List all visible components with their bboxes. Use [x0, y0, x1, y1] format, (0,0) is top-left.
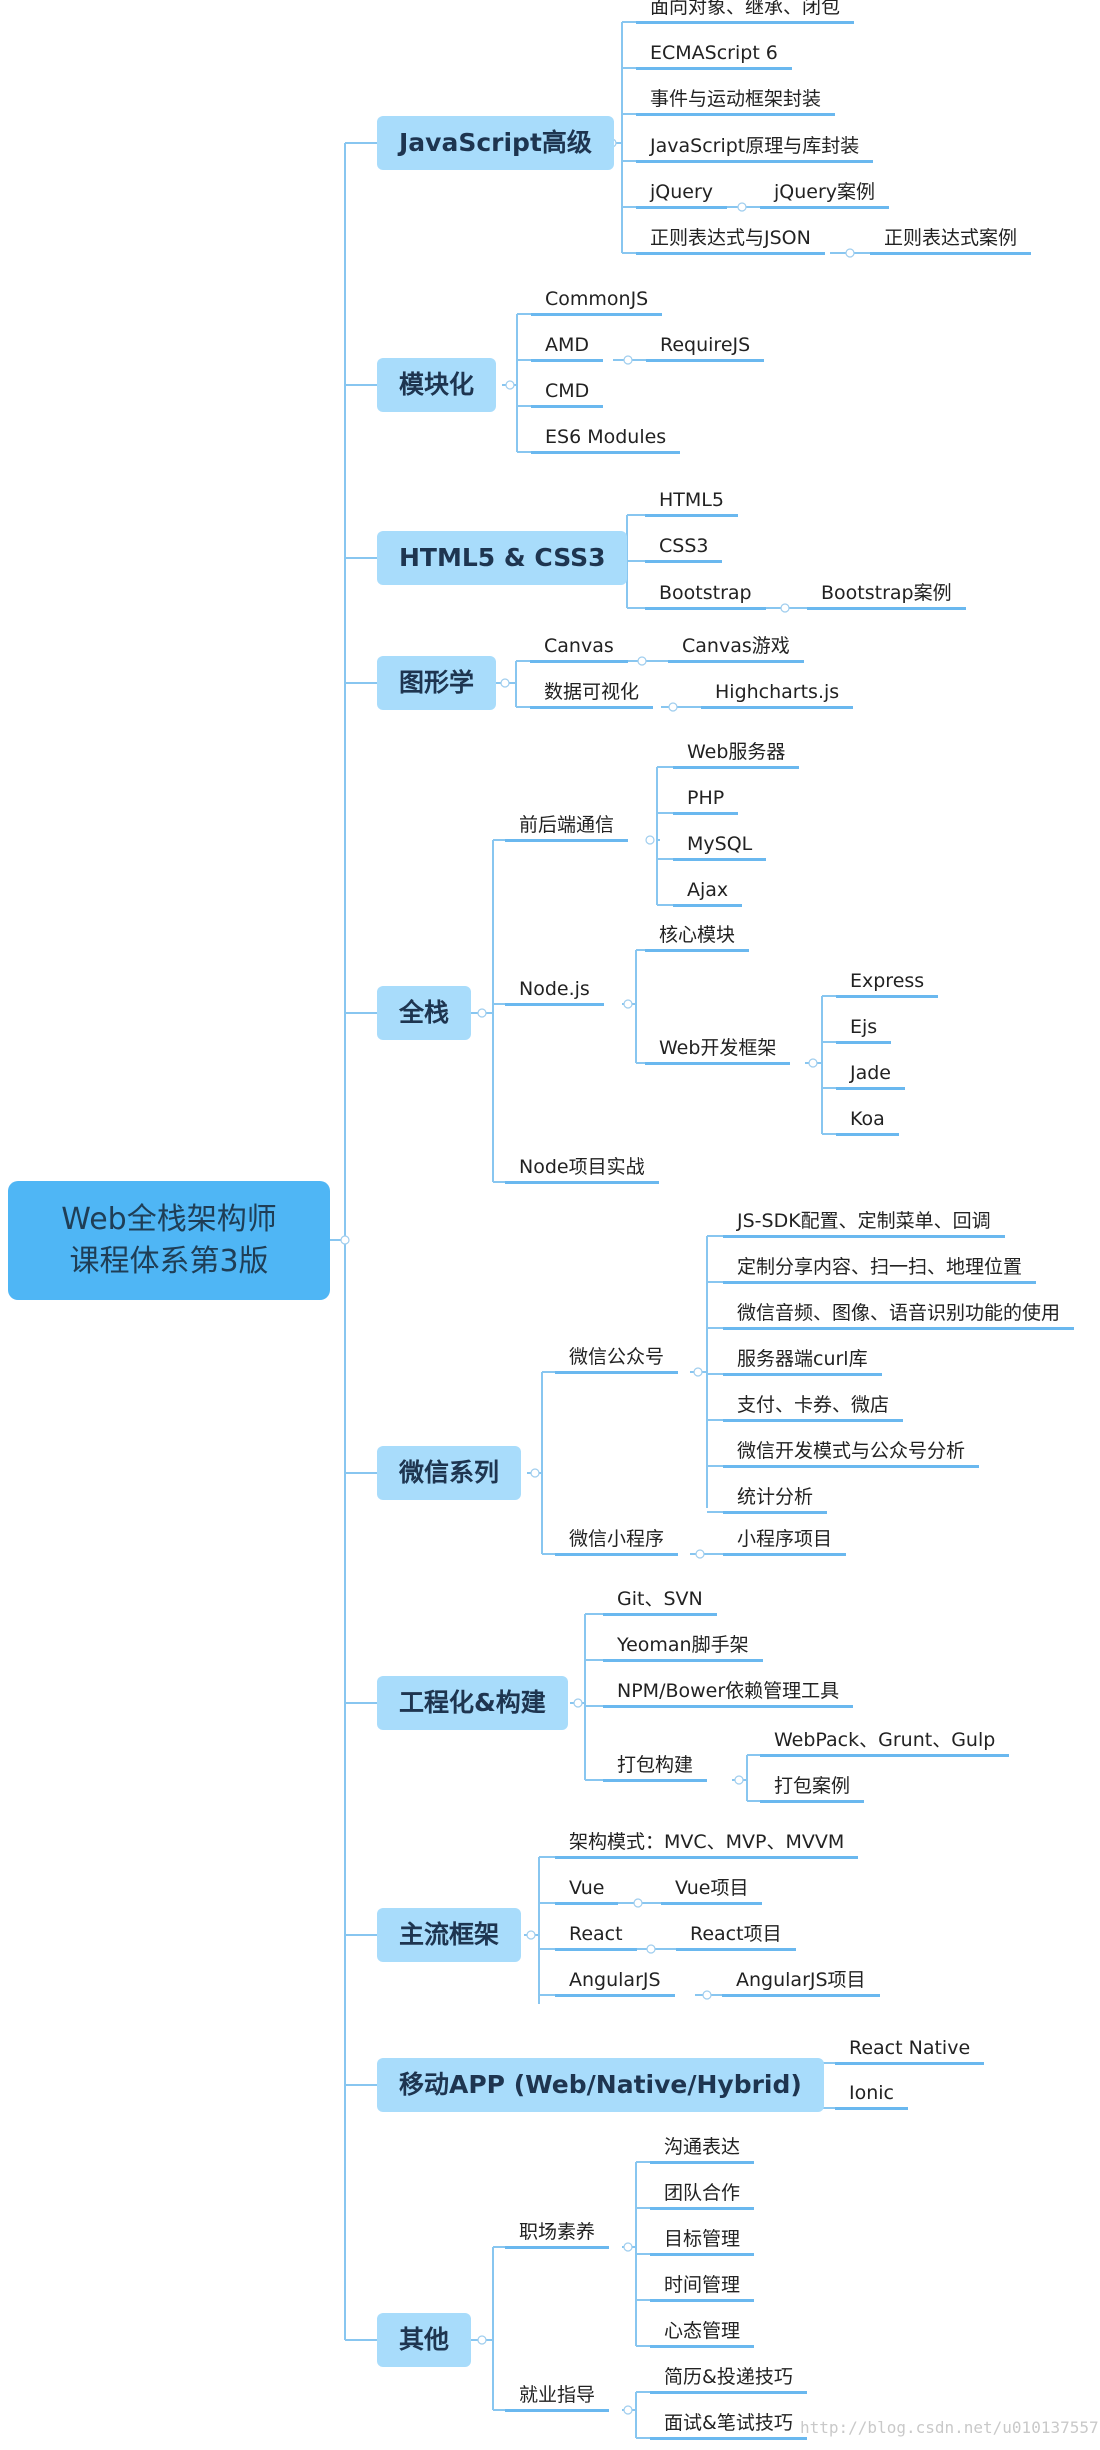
node-ot-mind: 心态管理	[650, 2314, 755, 2348]
node-fs-ejs: Ejs	[836, 1010, 892, 1044]
category-modules: 模块化	[377, 358, 497, 412]
node-fs-comm: 前后端通信	[505, 808, 629, 842]
node-mob-react-native: React Native	[835, 2031, 985, 2065]
node-wx-pay: 支付、卡券、微店	[723, 1388, 904, 1422]
node-js-regex-case: 正则表达式案例	[870, 221, 1032, 255]
node-eng-npm: NPM/Bower依赖管理工具	[603, 1674, 854, 1708]
node-wx-mini: 微信小程序	[555, 1522, 679, 1556]
node-ot-career: 职场素养	[505, 2215, 610, 2249]
node-js-oop: 面向对象、继承、闭包	[636, 0, 855, 24]
category-mobile-app: 移动APP (Web/Native/Hybrid)	[377, 2058, 824, 2112]
node-fs-mysql: MySQL	[673, 827, 767, 861]
node-ot-job: 就业指导	[505, 2378, 610, 2412]
node-fs-webserver: Web服务器	[673, 735, 800, 769]
node-mod-commonjs: CommonJS	[531, 282, 663, 316]
node-h5-html5: HTML5	[645, 483, 738, 517]
node-fw-react: React	[555, 1917, 637, 1951]
node-h5-bootstrap-case: Bootstrap案例	[807, 576, 966, 610]
node-wx-stats: 统计分析	[723, 1480, 828, 1514]
category-javascript: JavaScript高级	[377, 116, 614, 170]
node-wx-curl: 服务器端curl库	[723, 1342, 882, 1376]
node-ot-interview: 面试&笔试技巧	[650, 2406, 807, 2440]
node-h5-css3: CSS3	[645, 529, 723, 563]
node-fs-jade: Jade	[836, 1056, 905, 1090]
node-fw-vue: Vue	[555, 1871, 619, 1905]
node-wx-public: 微信公众号	[555, 1340, 679, 1374]
node-eng-webpack: WebPack、Grunt、Gulp	[760, 1723, 1010, 1757]
node-fs-nodeproj: Node项目实战	[505, 1150, 659, 1184]
category-fullstack: 全栈	[377, 986, 472, 1040]
node-wx-media: 微信音频、图像、语音识别功能的使用	[723, 1296, 1075, 1330]
node-fw-react-proj: React项目	[676, 1917, 796, 1951]
node-mod-cmd: CMD	[531, 374, 604, 408]
node-fs-core: 核心模块	[645, 918, 750, 952]
node-js-lib: JavaScript原理与库封装	[636, 129, 874, 163]
node-fw-angular: AngularJS	[555, 1963, 675, 1997]
node-wx-mini-proj: 小程序项目	[723, 1522, 847, 1556]
node-js-events: 事件与运动框架封装	[636, 82, 836, 116]
node-wx-sdk: JS-SDK配置、定制菜单、回调	[723, 1204, 1005, 1238]
root-title-line1: Web全栈架构师	[61, 1201, 277, 1237]
category-html5-css3: HTML5 & CSS3	[377, 531, 628, 585]
category-wechat: 微信系列	[377, 1446, 522, 1500]
node-eng-yeoman: Yeoman脚手架	[603, 1628, 763, 1662]
node-g-dataviz: 数据可视化	[530, 675, 654, 709]
watermark-text: http://blog.csdn.net/u010137557	[800, 2418, 1099, 2437]
node-mod-es6: ES6 Modules	[531, 420, 681, 454]
node-g-canvas: Canvas	[530, 629, 628, 663]
node-h5-bootstrap: Bootstrap	[645, 576, 766, 610]
node-ot-team: 团队合作	[650, 2176, 755, 2210]
node-js-jquery: jQuery	[636, 175, 728, 209]
node-eng-pack: 打包构建	[603, 1748, 708, 1782]
node-fs-webfw: Web开发框架	[645, 1031, 791, 1065]
node-js-regex: 正则表达式与JSON	[636, 221, 825, 255]
node-mod-amd: AMD	[531, 328, 604, 362]
node-fs-node: Node.js	[505, 972, 604, 1006]
node-ot-goal: 目标管理	[650, 2222, 755, 2256]
node-wx-share: 定制分享内容、扫一扫、地理位置	[723, 1250, 1037, 1284]
node-ot-time: 时间管理	[650, 2268, 755, 2302]
node-eng-git: Git、SVN	[603, 1582, 717, 1616]
node-fs-ajax: Ajax	[673, 873, 743, 907]
node-fs-express: Express	[836, 964, 939, 998]
node-g-highcharts: Highcharts.js	[701, 675, 854, 709]
node-ot-comm: 沟通表达	[650, 2130, 755, 2164]
node-fw-angular-proj: AngularJS项目	[722, 1963, 880, 1997]
node-g-canvas-game: Canvas游戏	[668, 629, 804, 663]
category-engineering: 工程化&构建	[377, 1676, 568, 1730]
node-mod-requirejs: RequireJS	[646, 328, 765, 362]
category-other: 其他	[377, 2313, 472, 2367]
root-title-line2: 课程体系第3版	[69, 1243, 269, 1279]
node-wx-mode: 微信开发模式与公众号分析	[723, 1434, 980, 1468]
category-graphics: 图形学	[377, 656, 497, 710]
node-fs-koa: Koa	[836, 1102, 899, 1136]
node-fw-vue-proj: Vue项目	[661, 1871, 763, 1905]
node-js-jquery-case: jQuery案例	[760, 175, 890, 209]
node-mob-ionic: Ionic	[835, 2076, 908, 2110]
node-js-es6: ECMAScript 6	[636, 36, 792, 70]
node-eng-pack-case: 打包案例	[760, 1769, 865, 1803]
node-ot-resume: 简历&投递技巧	[650, 2360, 807, 2394]
root-node: Web全栈架构师 课程体系第3版	[8, 1181, 330, 1300]
node-fw-mvc: 架构模式：MVC、MVP、MVVM	[555, 1825, 859, 1859]
node-fs-php: PHP	[673, 781, 739, 815]
category-frameworks: 主流框架	[377, 1908, 522, 1962]
